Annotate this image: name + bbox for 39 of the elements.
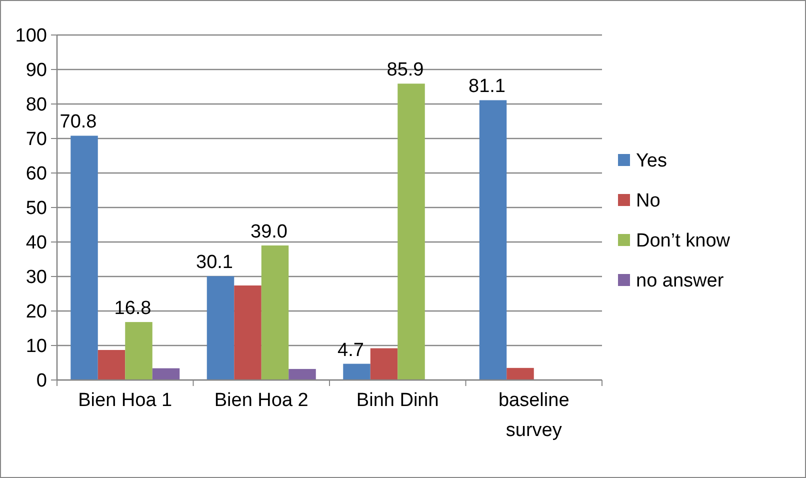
- data-label: 39.0: [250, 221, 288, 242]
- legend-label: No: [636, 190, 660, 212]
- legend-label: no answer: [636, 270, 724, 292]
- data-label: 81.1: [468, 76, 506, 98]
- bar: [506, 368, 534, 380]
- legend-label: Yes: [636, 150, 667, 172]
- x-tick-label: baseline survey: [498, 390, 570, 441]
- x-tick-label: Bien Hoa 2: [214, 390, 308, 411]
- y-tick-label: 0: [36, 370, 47, 392]
- bar: [125, 322, 152, 380]
- y-tick-label: 40: [26, 232, 47, 254]
- bar: [398, 84, 425, 380]
- data-label: 85.9: [386, 60, 424, 81]
- legend-label: Don’t know: [636, 230, 730, 252]
- data-label: 16.8: [114, 298, 152, 320]
- bar: [206, 276, 234, 380]
- y-tick-label: 70: [26, 129, 47, 150]
- bar: [98, 350, 126, 380]
- y-tick-label: 90: [26, 60, 47, 82]
- bar: [234, 285, 262, 380]
- data-label: 4.7: [338, 340, 364, 361]
- y-tick-label: 80: [26, 94, 47, 116]
- data-label: 70.8: [60, 112, 97, 133]
- bar: [288, 368, 316, 380]
- x-tick-label: Bien Hoa 1: [78, 390, 172, 411]
- bar: [343, 364, 370, 380]
- bar: [370, 348, 398, 380]
- x-tick-label: Binh Dinh: [356, 390, 439, 411]
- bar: [70, 136, 98, 380]
- bar: [479, 100, 507, 380]
- y-tick-label: 20: [26, 302, 47, 323]
- y-tick-label: 60: [26, 164, 47, 185]
- bar: [152, 368, 180, 380]
- bar: [261, 245, 289, 380]
- y-tick-label: 50: [26, 198, 47, 220]
- data-label: 30.1: [196, 252, 233, 274]
- y-tick-label: 10: [26, 336, 47, 358]
- y-tick-label: 30: [26, 267, 47, 288]
- y-tick-label: 100: [15, 26, 47, 47]
